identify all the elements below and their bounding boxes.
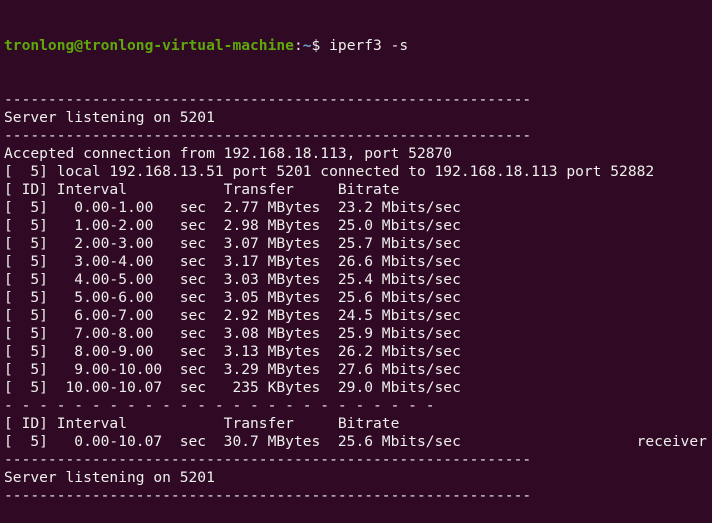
prompt-line: tronlong@tronlong-virtual-machine:~$ ipe… [4,37,707,55]
output-line: ----------------------------------------… [4,451,532,468]
output-line: [ 5] 9.00-10.00 sec 3.29 MBytes 27.6 Mbi… [4,361,461,378]
output-line: [ 5] 8.00-9.00 sec 3.13 MBytes 26.2 Mbit… [4,343,461,360]
output-line: ----------------------------------------… [4,487,532,504]
output-line: - - - - - - - - - - - - - - - - - - - - … [4,397,435,414]
output-line: [ 5] 0.00-10.07 sec 30.7 MBytes 25.6 Mbi… [4,433,707,450]
output-line: Server listening on 5201 [4,469,215,486]
output-line: [ 5] 10.00-10.07 sec 235 KBytes 29.0 Mbi… [4,379,461,396]
prompt-symbol: $ [311,37,330,54]
output-line: [ 5] 5.00-6.00 sec 3.05 MBytes 25.6 Mbit… [4,289,461,306]
output-line: [ ID] Interval Transfer Bitrate [4,181,400,198]
output-line: ----------------------------------------… [4,127,532,144]
output-line: [ 5] 2.00-3.00 sec 3.07 MBytes 25.7 Mbit… [4,235,461,252]
output-line: [ 5] 3.00-4.00 sec 3.17 MBytes 26.6 Mbit… [4,253,461,270]
output-line: [ 5] 6.00-7.00 sec 2.92 MBytes 24.5 Mbit… [4,307,461,324]
output-line: Server listening on 5201 [4,109,215,126]
prompt-user-host: tronlong@tronlong-virtual-machine [4,37,294,54]
output-line: [ 5] 7.00-8.00 sec 3.08 MBytes 25.9 Mbit… [4,325,461,342]
output-line: [ ID] Interval Transfer Bitrate [4,415,400,432]
output-line: ----------------------------------------… [4,91,532,108]
output-line: [ 5] 0.00-1.00 sec 2.77 MBytes 23.2 Mbit… [4,199,461,216]
output-line: [ 5] 4.00-5.00 sec 3.03 MBytes 25.4 Mbit… [4,271,461,288]
prompt-colon: : [293,37,303,54]
prompt-path: ~ [302,37,312,54]
prompt-command: iperf3 -s [329,37,409,54]
output-line: [ 5] local 192.168.13.51 port 5201 conne… [4,163,655,180]
output-line: Accepted connection from 192.168.18.113,… [4,145,453,162]
output-line: [ 5] 1.00-2.00 sec 2.98 MBytes 25.0 Mbit… [4,217,461,234]
terminal-output[interactable]: tronlong@tronlong-virtual-machine:~$ ipe… [4,1,707,523]
